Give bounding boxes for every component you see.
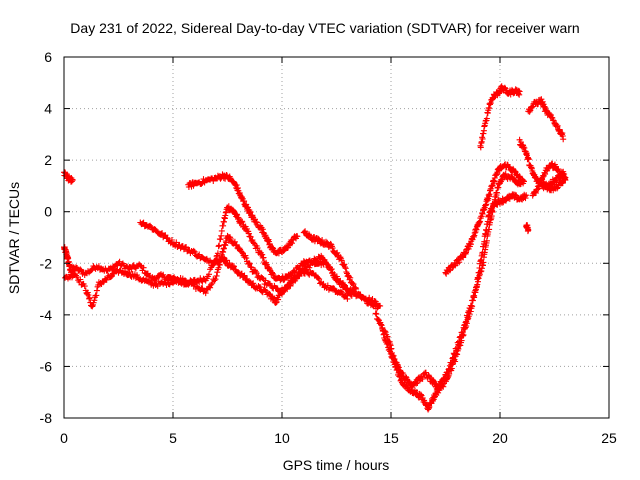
plot-frame: [63, 56, 610, 419]
series-track-c: [137, 219, 351, 306]
x-tick-label: 25: [601, 430, 617, 446]
x-tick-label: 10: [274, 430, 290, 446]
data-point-markers: [538, 175, 569, 194]
y-tick-label: -6: [40, 358, 53, 374]
x-tick-label: 0: [60, 430, 68, 446]
x-axis-label: GPS time / hours: [283, 457, 390, 473]
data-point-markers: [442, 161, 527, 277]
data-point-markers: [300, 228, 360, 292]
tick-labels: 0 5 10 15 20 25 -8 -6 -4 -2 0 2 4 6: [40, 49, 617, 446]
series-track-o: [538, 175, 569, 194]
x-tick-label: 15: [383, 430, 399, 446]
series-track-e: [300, 228, 360, 292]
series-track-j: [477, 83, 523, 151]
x-tick-label: 20: [492, 430, 508, 446]
data-layer: [61, 83, 569, 413]
data-point-markers: [137, 219, 351, 306]
x-tick-label: 5: [169, 430, 177, 446]
y-tick-label: -4: [40, 307, 53, 323]
y-tick-label: -2: [40, 255, 53, 271]
y-tick-label: 6: [44, 49, 52, 65]
y-tick-label: 4: [44, 101, 52, 117]
data-point-markers: [185, 171, 301, 257]
series-track-d: [185, 171, 301, 257]
grid: [64, 57, 609, 418]
data-point-markers: [379, 191, 530, 413]
y-axis-label: SDTVAR / TECUs: [6, 182, 22, 294]
y-tick-label: -8: [40, 410, 53, 426]
y-tick-label: 2: [44, 152, 52, 168]
data-point-markers: [477, 83, 523, 151]
series-track-m: [523, 222, 532, 235]
chart-title: Day 231 of 2022, Sidereal Day-to-day VTE…: [70, 20, 579, 36]
series-track-i: [442, 161, 527, 277]
data-point-markers: [523, 222, 532, 235]
series-track-h: [379, 191, 530, 413]
y-tick-label: 0: [44, 204, 52, 220]
data-point-markers: [525, 96, 567, 143]
ticks: [63, 56, 610, 419]
series-track-l: [525, 96, 567, 143]
